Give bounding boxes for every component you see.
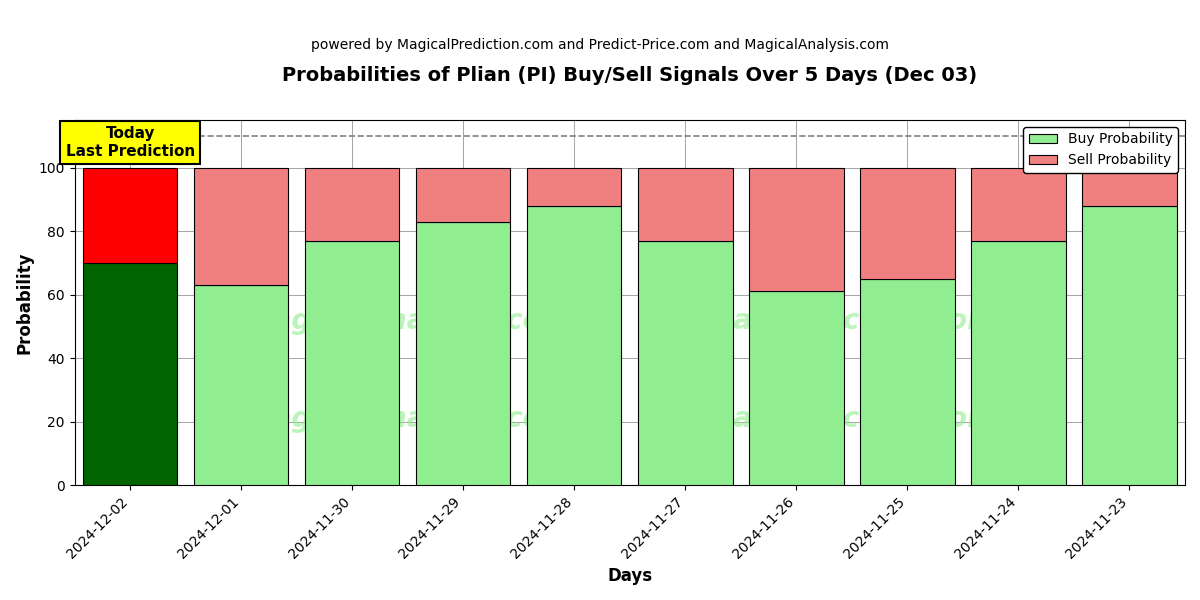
Bar (971, 241, 1066, 485)
Bar (1082, 206, 1177, 485)
Bar (305, 167, 400, 241)
Legend: Buy Probability, Sell Probability: Buy Probability, Sell Probability (1024, 127, 1178, 173)
Bar (527, 206, 622, 485)
Bar (1082, 167, 1177, 206)
Bar (83, 263, 178, 485)
Text: Today
Last Prediction: Today Last Prediction (66, 126, 194, 158)
Bar (638, 241, 732, 485)
Bar (971, 167, 1066, 241)
Bar (749, 292, 844, 485)
Bar (416, 167, 510, 221)
Bar (194, 285, 288, 485)
Bar (860, 279, 955, 485)
Bar (305, 241, 400, 485)
Bar (83, 167, 178, 263)
X-axis label: Days: Days (607, 567, 653, 585)
Bar (416, 221, 510, 485)
Text: MagicalAnalysis.com: MagicalAnalysis.com (245, 406, 570, 433)
Bar (638, 167, 732, 241)
Bar (860, 167, 955, 279)
Text: MagicalAnalysis.com: MagicalAnalysis.com (245, 307, 570, 335)
Text: MagicalPrediction.com: MagicalPrediction.com (641, 307, 996, 335)
Bar (527, 167, 622, 206)
Title: Probabilities of Plian (PI) Buy/Sell Signals Over 5 Days (Dec 03): Probabilities of Plian (PI) Buy/Sell Sig… (282, 66, 977, 85)
Text: powered by MagicalPrediction.com and Predict-Price.com and MagicalAnalysis.com: powered by MagicalPrediction.com and Pre… (311, 38, 889, 52)
Bar (749, 167, 844, 292)
Bar (194, 167, 288, 285)
Y-axis label: Probability: Probability (16, 251, 34, 354)
Text: MagicalPrediction.com: MagicalPrediction.com (641, 406, 996, 433)
